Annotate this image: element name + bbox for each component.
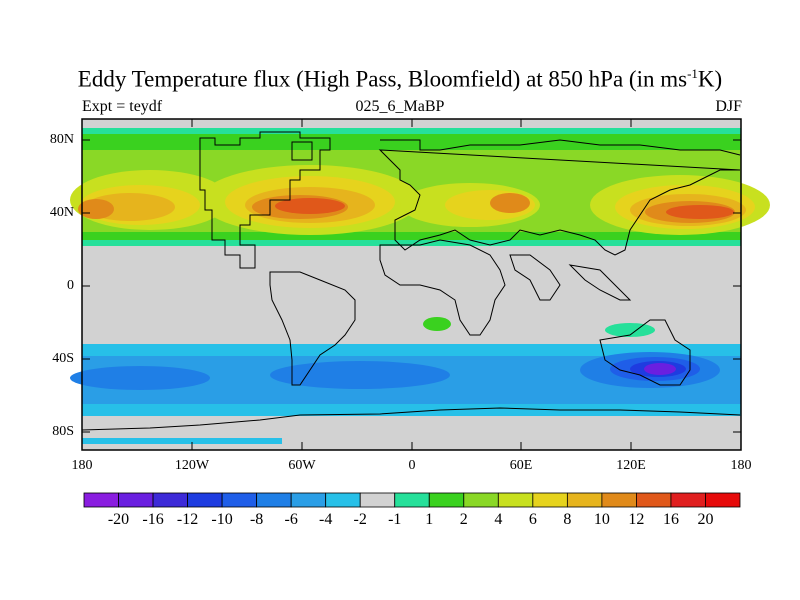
- colorbar-swatch: [428, 492, 465, 508]
- northern-flux-field: [70, 128, 770, 246]
- colorbar-tick-label: 6: [528, 511, 537, 528]
- lat-label-80n: 80N: [49, 132, 74, 147]
- colorbar-swatch: [705, 492, 741, 508]
- coastlines: [81, 131, 741, 431]
- colorbar-tick-label: 16: [662, 511, 679, 528]
- colorbar-swatch: [670, 492, 706, 508]
- colorbar-swatch: [497, 492, 534, 508]
- colorbar-swatch: [221, 492, 258, 508]
- colorbar-tick-label: 12: [628, 511, 645, 528]
- lat-label-40n: 40N: [49, 205, 74, 220]
- axis-ticks: [82, 119, 741, 450]
- colorbar: [83, 492, 741, 508]
- africa-flux-patch: [423, 317, 451, 331]
- antarctic-band: [82, 438, 282, 444]
- colorbar-swatch: [532, 492, 568, 508]
- lat-label-80s: 80S: [52, 424, 74, 439]
- colorbar-swatch: [325, 492, 361, 508]
- colorbar-swatch: [394, 492, 430, 508]
- lon-label-60e: 60E: [509, 458, 533, 473]
- colorbar-tick-label: 20: [697, 511, 714, 528]
- colorbar-swatch: [83, 492, 119, 508]
- colorbar-swatch: [636, 492, 672, 508]
- colorbar-tick-label: -16: [142, 511, 164, 528]
- lon-label-120w: 120W: [174, 458, 210, 473]
- colorbar-swatch: [566, 492, 603, 508]
- colorbar-tick-label: -12: [176, 511, 199, 528]
- southern-flux-field: [70, 344, 741, 444]
- nh-pacific-east-16: [666, 205, 734, 219]
- colorbar-tick-label: 8: [563, 511, 572, 528]
- colorbar-tick-label: -1: [388, 511, 402, 528]
- colorbar-swatch: [601, 492, 637, 508]
- colorbar-swatch: [463, 492, 499, 508]
- lon-label-180e: 180: [730, 458, 752, 473]
- sh-pacific-minus6: [70, 366, 210, 390]
- plot-title: Eddy Temperature flux (High Pass, Bloomf…: [77, 66, 723, 92]
- sh-indian-minus16: [644, 363, 676, 375]
- colorbar-swatch: [187, 492, 223, 508]
- colorbar-swatch: [290, 492, 327, 508]
- colorbar-tick-label: 4: [494, 511, 503, 528]
- colorbar-tick-label: -20: [107, 511, 130, 528]
- season-label: DJF: [715, 98, 742, 115]
- colorbar-tick-label: -4: [319, 511, 333, 528]
- colorbar-tick-label: 2: [459, 511, 468, 528]
- colorbar-tick-label: 1: [425, 511, 434, 528]
- lon-label-180w: 180: [71, 458, 93, 473]
- colorbar-tick-label: -10: [211, 511, 233, 528]
- run-label: 025_6_MaBP: [355, 98, 445, 115]
- australia-flux-patch: [605, 323, 655, 337]
- colorbar-tick-label: 10: [593, 511, 610, 528]
- nh-eurasia-12: [490, 193, 530, 213]
- colorbar-tick-label: -6: [284, 511, 298, 528]
- lat-label-40s: 40S: [52, 351, 74, 366]
- colorbar-swatch: [118, 492, 154, 508]
- lon-label-120e: 120E: [616, 458, 646, 473]
- colorbar-tick-label: -8: [249, 511, 264, 528]
- lon-label-0: 0: [408, 458, 416, 473]
- experiment-label: Expt = teydf: [82, 98, 163, 115]
- lat-label-0: 0: [67, 278, 74, 293]
- nh-atlantic-16: [275, 198, 345, 214]
- colorbar-tick-label: -2: [353, 511, 367, 528]
- nh-pacific-west-12: [78, 199, 114, 219]
- colorbar-swatch: [256, 492, 292, 508]
- sh-atlantic-minus6: [270, 361, 450, 389]
- lon-label-60w: 60W: [288, 458, 316, 473]
- colorbar-swatch: [359, 492, 396, 508]
- colorbar-swatch: [152, 492, 188, 508]
